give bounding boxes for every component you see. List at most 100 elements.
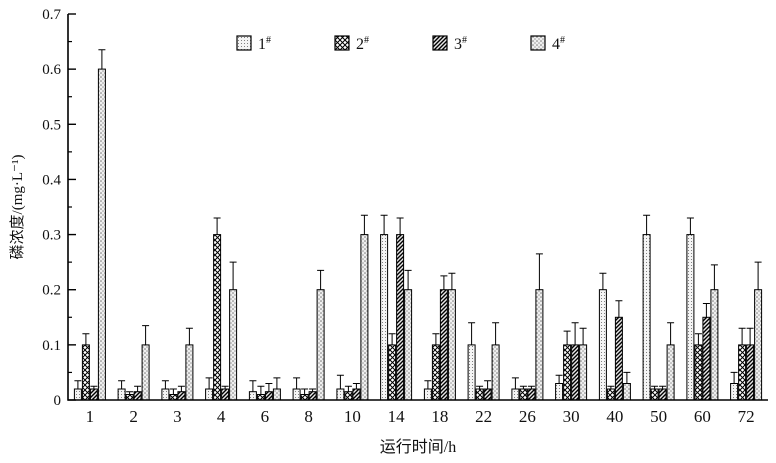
error-bar bbox=[118, 380, 126, 389]
error-bar bbox=[142, 325, 150, 345]
error-bar bbox=[257, 385, 265, 395]
legend-label: 1# bbox=[258, 35, 271, 53]
x-tick-label: 40 bbox=[606, 407, 623, 426]
bar-1-10 bbox=[336, 388, 345, 401]
bar-2-72 bbox=[738, 344, 747, 401]
error-bar bbox=[309, 388, 317, 392]
legend-item: 4# bbox=[530, 35, 565, 53]
error-bar bbox=[615, 300, 623, 318]
x-tick-label: 30 bbox=[563, 407, 580, 426]
bar-2-8 bbox=[300, 394, 309, 401]
bar-3-3 bbox=[177, 391, 186, 401]
error-bar bbox=[185, 327, 193, 345]
error-bar bbox=[468, 322, 476, 345]
error-bar bbox=[710, 264, 718, 290]
bar-2-30 bbox=[563, 344, 572, 401]
error-bar bbox=[404, 269, 412, 290]
error-bar bbox=[229, 261, 237, 290]
bar-4-3 bbox=[185, 344, 194, 401]
error-bar bbox=[134, 385, 142, 392]
bar-2-2 bbox=[125, 394, 134, 401]
bar-4-18 bbox=[447, 289, 456, 401]
error-bar bbox=[161, 380, 169, 389]
bar-3-10 bbox=[352, 388, 361, 401]
error-bar bbox=[380, 214, 388, 235]
error-bar bbox=[555, 374, 563, 384]
x-axis-title: 运行时间/h bbox=[379, 439, 457, 456]
error-bar bbox=[476, 385, 484, 389]
y-tick-label: 0.3 bbox=[42, 228, 61, 244]
y-tick-label: 0.2 bbox=[42, 283, 61, 299]
bar-4-72 bbox=[754, 289, 763, 401]
bar-3-14 bbox=[396, 234, 405, 401]
bar-4-1 bbox=[97, 68, 106, 401]
error-bar bbox=[746, 327, 754, 345]
error-bar bbox=[730, 371, 738, 384]
bar-2-26 bbox=[519, 388, 528, 401]
error-bar bbox=[177, 385, 185, 392]
bar-2-4 bbox=[213, 234, 222, 401]
bar-3-60 bbox=[702, 316, 711, 401]
bar-3-50 bbox=[658, 388, 667, 401]
bar-1-30 bbox=[555, 383, 564, 401]
bar-1-6 bbox=[248, 391, 257, 401]
bar-2-3 bbox=[169, 394, 178, 401]
legend-item: 2# bbox=[334, 35, 369, 53]
y-axis-title: 磷浓度/(mg·L⁻¹) bbox=[10, 154, 26, 260]
y-tick-label: 0.7 bbox=[42, 7, 61, 23]
error-bar bbox=[396, 217, 404, 235]
bar-2-40 bbox=[606, 388, 615, 401]
bar-3-6 bbox=[264, 391, 273, 401]
error-bar bbox=[301, 388, 309, 395]
error-bar bbox=[98, 49, 106, 70]
error-bar bbox=[126, 391, 134, 395]
error-bar bbox=[607, 385, 615, 389]
y-tick-label: 0.5 bbox=[42, 117, 61, 133]
error-bar bbox=[317, 269, 325, 290]
bar-2-6 bbox=[256, 394, 265, 401]
error-bar bbox=[249, 380, 257, 392]
x-tick-label: 18 bbox=[431, 407, 448, 426]
x-tick-label: 1 bbox=[86, 407, 95, 426]
error-bar bbox=[424, 380, 432, 389]
error-bar bbox=[571, 322, 579, 345]
error-bar bbox=[205, 377, 213, 389]
bar-2-14 bbox=[388, 344, 397, 401]
bar-4-14 bbox=[404, 289, 413, 401]
bar-2-18 bbox=[431, 344, 440, 401]
error-bar bbox=[169, 388, 177, 395]
error-bar bbox=[686, 217, 694, 235]
error-bar bbox=[659, 385, 667, 389]
bar-1-26 bbox=[511, 388, 520, 401]
legend-label: 4# bbox=[552, 35, 565, 53]
x-tick-label: 26 bbox=[519, 407, 536, 426]
bar-2-50 bbox=[650, 388, 659, 401]
bar-1-2 bbox=[117, 388, 126, 401]
error-bar bbox=[352, 383, 360, 389]
error-bar bbox=[74, 380, 82, 389]
error-bar bbox=[563, 330, 571, 345]
error-bar bbox=[702, 303, 710, 318]
y-tick-label: 0 bbox=[54, 393, 62, 409]
bar-3-2 bbox=[133, 391, 142, 401]
error-bar bbox=[694, 333, 702, 345]
x-tick-label: 6 bbox=[261, 407, 270, 426]
bar-3-1 bbox=[89, 388, 98, 401]
axes-layer: 0 0.1 0.2 0.3 0.4 0.5 0.6 0.7 1 2 3 4 6 8 10 14 18 22 26 30… bbox=[42, 7, 768, 426]
x-tick-label: 22 bbox=[475, 407, 492, 426]
bar-4-60 bbox=[710, 289, 719, 401]
error-bar bbox=[754, 261, 762, 290]
x-tick-label: 4 bbox=[217, 407, 226, 426]
error-bar bbox=[484, 380, 492, 389]
bar-4-26 bbox=[535, 289, 544, 401]
bar-1-1 bbox=[73, 388, 82, 401]
x-tick-label: 10 bbox=[344, 407, 361, 426]
bar-4-50 bbox=[666, 344, 675, 401]
x-tick-label: 3 bbox=[173, 407, 182, 426]
bar-4-4 bbox=[229, 289, 238, 401]
error-bar bbox=[651, 385, 659, 389]
legend-label: 3# bbox=[454, 35, 467, 53]
bars-layer bbox=[73, 68, 763, 401]
error-bar bbox=[511, 377, 519, 389]
